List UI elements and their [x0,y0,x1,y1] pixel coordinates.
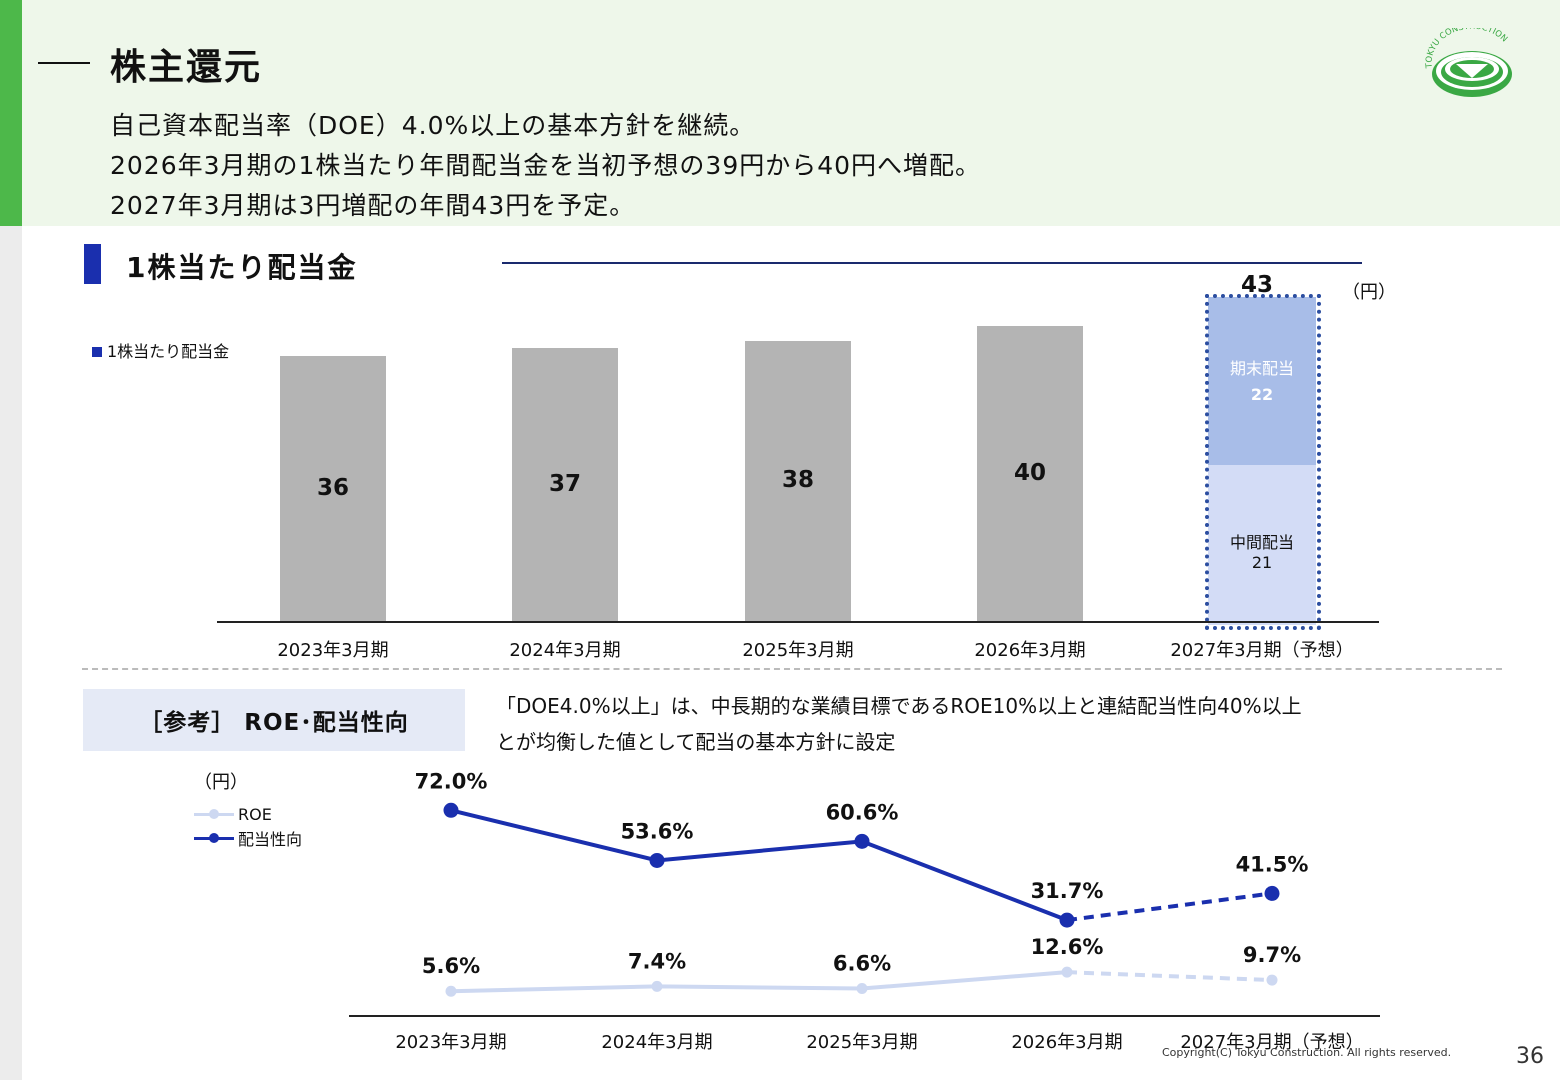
line-category-label-3: 2026年3月期 [1011,1032,1122,1053]
payout-point-4 [1264,885,1280,901]
reference-desc-1: 「DOE4.0%以上」は、中長期的な業績目標であるROE10%以上と連結配当性向… [496,694,1302,718]
forecast-dotted-border [1205,294,1321,630]
forecast-bar: 期末配当 22 中間配当 21 [1205,294,1321,630]
lead-line-1: 自己資本配当率（DOE）4.0%以上の基本方針を継続。 [110,111,756,140]
year-end-label: 期末配当 [1229,359,1294,378]
bar-value-label-2: 38 [781,467,814,494]
year-end-segment [1208,297,1316,465]
roe-line [450,970,1068,994]
roe-label-2: 6.6% [833,952,891,976]
copyright: Copyright(C) Tokyu Construction. All rig… [1162,1046,1452,1059]
roe-point-4 [1266,974,1278,986]
interim-segment [1208,465,1316,625]
payout-point-2 [854,833,870,849]
forecast-total-label: 43 [1240,272,1273,298]
roe-label-1: 7.4% [628,949,686,973]
payout-line [450,808,1068,922]
line-category-label-2: 2025年3月期 [806,1032,917,1053]
payout-point-1 [649,852,665,868]
payout-label-4: 41.5% [1236,852,1309,876]
roe-point-2 [856,983,868,995]
section-title-dividend: 1株当たり配当金 [126,251,358,284]
payout-forecast-line [1066,891,1273,923]
payout-label-3: 31.7% [1031,879,1104,903]
payout-label-0: 72.0% [415,769,488,793]
payout-point-0 [443,802,459,818]
legend-payout: 配当性向 [194,826,302,850]
legend-payout-text: 配当性向 [238,830,303,849]
legend-dividend: 1株当たり配当金 [92,338,229,362]
roe-label-0: 5.6% [422,954,480,978]
header-accent-bar [0,0,22,226]
section-rule [502,262,1362,264]
bar-value-label-1: 37 [548,471,581,498]
lead-line-2: 2026年3月期の1株当たり年間配当金を当初予想の39円から40円へ増配。 [110,151,982,180]
legend-text: 1株当たり配当金 [107,342,230,361]
interim-value: 21 [1251,553,1273,572]
legend-roe-text: ROE [238,805,272,824]
unit-label-2: （円） [194,772,248,793]
roe-point-0 [445,985,457,997]
legend-swatch [92,347,102,357]
line-category-label-1: 2024年3月期 [601,1032,712,1053]
bar-category-label-1: 2024年3月期 [509,640,621,661]
bar-3 [977,326,1083,622]
x-axis-bar [217,621,1379,623]
interim-label: 中間配当 [1229,533,1294,552]
roe-point-1 [651,980,663,992]
legend-roe-line [194,809,234,819]
lead-line-3: 2027年3月期は3円増配の年間43円を予定。 [110,191,636,220]
bar-category-label-4: 2027年3月期（予想） [1170,640,1354,661]
payout-label-2: 60.6% [826,800,899,824]
bar-category-label-2: 2025年3月期 [742,640,854,661]
bar-category-label-3: 2026年3月期 [974,640,1086,661]
bar-0 [280,355,386,622]
bar-1 [512,348,618,622]
bar-value-label-3: 40 [1013,460,1046,486]
unit-label-yen: （円） [1342,282,1396,303]
left-gray-strip [0,226,22,1080]
line-category-label-0: 2023年3月期 [395,1032,506,1053]
page-title: 株主還元 [110,47,263,88]
payout-label-1: 53.6% [621,819,694,843]
line-category-label-4: 2027年3月期（予想） [1180,1032,1363,1053]
roe-label-4: 9.7% [1243,943,1301,967]
roe-label-3: 12.6% [1031,935,1104,959]
roe-point-3 [1061,966,1073,978]
payout-point-3 [1059,912,1075,928]
bar-category-label-0: 2023年3月期 [277,640,389,661]
bar-value-label-0: 36 [316,474,349,501]
legend-roe: ROE [194,805,272,824]
section-marker [84,244,101,284]
roe-forecast-line [1066,970,1273,983]
reference-desc-2: とが均衡した値として配当の基本方針に設定 [496,730,896,754]
dashed-divider [82,668,1502,670]
legend-payout-line [194,832,234,843]
bar-2 [745,340,851,622]
page-number: 36 [1516,1044,1544,1069]
company-logo: TOKYU CONSTRUCTION [1424,28,1512,97]
reference-box: ［参考］ ROE･配当性向 [83,689,465,751]
year-end-value: 22 [1250,385,1274,404]
title-rule [38,62,90,64]
header-band [0,0,1560,226]
